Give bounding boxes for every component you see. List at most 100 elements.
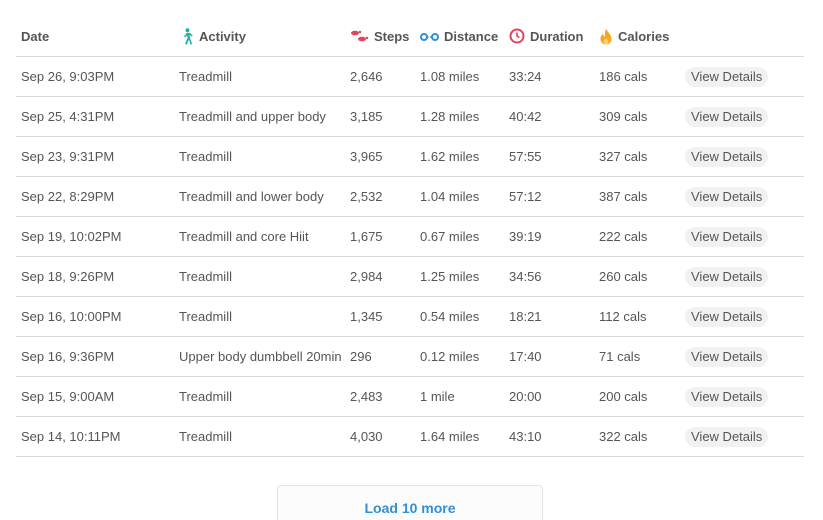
cell-duration: 20:00 <box>509 389 542 404</box>
view-details-button[interactable]: View Details <box>685 186 769 207</box>
view-details-button[interactable]: View Details <box>685 386 769 407</box>
cell-action: View Details <box>685 386 769 407</box>
cell-activity: Treadmill <box>179 269 232 284</box>
cell-date: Sep 18, 9:26PM <box>21 269 115 284</box>
cell-duration: 18:21 <box>509 309 542 324</box>
cell-date: Sep 25, 4:31PM <box>21 109 115 124</box>
column-header-date: Date <box>21 28 50 44</box>
table-row: Sep 18, 9:26PM Treadmill 2,984 1.25 mile… <box>16 257 804 297</box>
cell-calories: 71 cals <box>599 349 641 364</box>
load-more-button[interactable]: Load 10 more <box>277 485 543 520</box>
cell-calories: 186 cals <box>599 69 648 84</box>
cell-duration: 43:10 <box>509 429 542 444</box>
cell-steps: 3,185 <box>350 109 383 124</box>
cell-date: Sep 23, 9:31PM <box>21 149 115 164</box>
walking-person-icon <box>179 27 194 45</box>
cell-distance: 1.08 miles <box>420 69 480 84</box>
cell-activity: Treadmill and lower body <box>179 189 324 204</box>
view-details-button[interactable]: View Details <box>685 346 769 367</box>
view-details-button[interactable]: View Details <box>685 226 769 247</box>
cell-steps: 3,965 <box>350 149 383 164</box>
cell-date: Sep 26, 9:03PM <box>21 69 115 84</box>
table-row: Sep 25, 4:31PM Treadmill and upper body … <box>16 97 804 137</box>
cell-action: View Details <box>685 306 769 327</box>
cell-steps: 296 <box>350 349 372 364</box>
view-details-button[interactable]: View Details <box>685 146 769 167</box>
cell-calories: 309 cals <box>599 109 648 124</box>
cell-distance: 0.67 miles <box>420 229 480 244</box>
cell-calories: 112 cals <box>599 309 647 324</box>
cell-date: Sep 15, 9:00AM <box>21 389 115 404</box>
cell-duration: 57:12 <box>509 189 542 204</box>
cell-action: View Details <box>685 106 769 127</box>
view-details-button[interactable]: View Details <box>685 306 769 327</box>
table-row: Sep 15, 9:00AM Treadmill 2,483 1 mile 20… <box>16 377 804 417</box>
cell-activity: Treadmill <box>179 389 232 404</box>
cell-steps: 1,675 <box>350 229 383 244</box>
cell-calories: 222 cals <box>599 229 648 244</box>
column-header-duration: Duration <box>509 28 583 44</box>
cell-duration: 17:40 <box>509 349 542 364</box>
table-row: Sep 16, 10:00PM Treadmill 1,345 0.54 mil… <box>16 297 804 337</box>
table-row: Sep 22, 8:29PM Treadmill and lower body … <box>16 177 804 217</box>
cell-distance: 1.62 miles <box>420 149 480 164</box>
table-header: Date Activity Steps <box>16 16 804 57</box>
cell-action: View Details <box>685 66 769 87</box>
flame-icon <box>599 28 613 45</box>
cell-date: Sep 19, 10:02PM <box>21 229 122 244</box>
clock-icon <box>509 28 525 44</box>
column-header-calories: Calories <box>599 28 669 45</box>
cell-duration: 33:24 <box>509 69 542 84</box>
cell-distance: 1.28 miles <box>420 109 480 124</box>
cell-date: Sep 16, 9:36PM <box>21 349 115 364</box>
cell-distance: 0.12 miles <box>420 349 480 364</box>
distance-icon <box>420 30 439 42</box>
cell-distance: 1.25 miles <box>420 269 480 284</box>
cell-action: View Details <box>685 226 769 247</box>
cell-calories: 260 cals <box>599 269 648 284</box>
cell-activity: Treadmill and upper body <box>179 109 326 124</box>
cell-distance: 1 mile <box>420 389 455 404</box>
cell-action: View Details <box>685 266 769 287</box>
column-header-distance: Distance <box>420 29 498 44</box>
table-row: Sep 14, 10:11PM Treadmill 4,030 1.64 mil… <box>16 417 804 457</box>
cell-steps: 2,984 <box>350 269 383 284</box>
cell-action: View Details <box>685 426 769 447</box>
column-header-activity: Activity <box>179 27 246 45</box>
view-details-button[interactable]: View Details <box>685 106 769 127</box>
cell-calories: 200 cals <box>599 389 648 404</box>
table-row: Sep 23, 9:31PM Treadmill 3,965 1.62 mile… <box>16 137 804 177</box>
view-details-button[interactable]: View Details <box>685 266 769 287</box>
cell-duration: 39:19 <box>509 229 542 244</box>
cell-activity: Treadmill <box>179 149 232 164</box>
cell-calories: 322 cals <box>599 429 648 444</box>
cell-steps: 2,532 <box>350 189 383 204</box>
table-body: Sep 26, 9:03PM Treadmill 2,646 1.08 mile… <box>16 57 804 457</box>
table-row: Sep 19, 10:02PM Treadmill and core Hiit … <box>16 217 804 257</box>
footprints-icon <box>350 29 369 43</box>
view-details-button[interactable]: View Details <box>685 66 769 87</box>
cell-date: Sep 22, 8:29PM <box>21 189 115 204</box>
cell-distance: 1.64 miles <box>420 429 480 444</box>
cell-distance: 0.54 miles <box>420 309 480 324</box>
table-row: Sep 26, 9:03PM Treadmill 2,646 1.08 mile… <box>16 57 804 97</box>
column-header-steps: Steps <box>350 29 409 44</box>
cell-steps: 1,345 <box>350 309 383 324</box>
cell-duration: 34:56 <box>509 269 542 284</box>
cell-activity: Upper body dumbbell 20min <box>179 349 342 364</box>
cell-duration: 57:55 <box>509 149 542 164</box>
cell-action: View Details <box>685 146 769 167</box>
cell-calories: 387 cals <box>599 189 648 204</box>
cell-activity: Treadmill and core Hiit <box>179 229 309 244</box>
cell-action: View Details <box>685 186 769 207</box>
cell-activity: Treadmill <box>179 429 232 444</box>
view-details-button[interactable]: View Details <box>685 426 769 447</box>
cell-steps: 2,646 <box>350 69 383 84</box>
cell-steps: 4,030 <box>350 429 383 444</box>
cell-action: View Details <box>685 346 769 367</box>
table-row: Sep 16, 9:36PM Upper body dumbbell 20min… <box>16 337 804 377</box>
cell-activity: Treadmill <box>179 69 232 84</box>
activity-table: Date Activity Steps <box>16 16 804 457</box>
cell-activity: Treadmill <box>179 309 232 324</box>
cell-duration: 40:42 <box>509 109 542 124</box>
